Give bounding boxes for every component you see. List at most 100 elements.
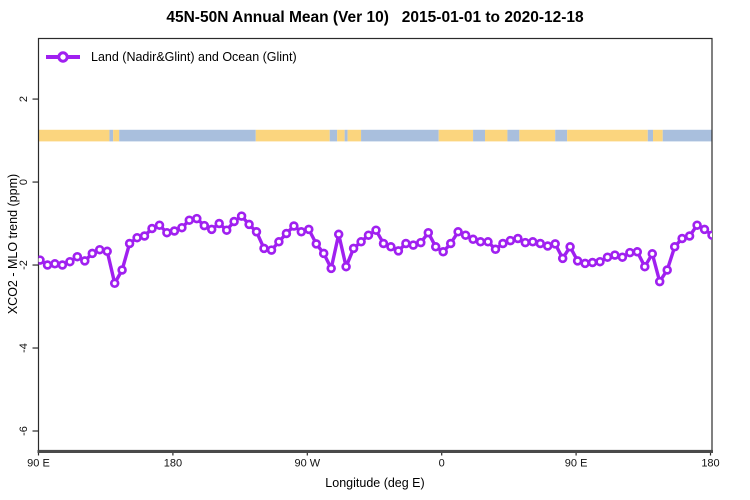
data-point	[692, 220, 702, 230]
y-tick-label: -4	[18, 343, 30, 353]
data-point	[42, 260, 53, 270]
data-point	[371, 225, 381, 235]
data-point	[401, 238, 411, 249]
data-point	[453, 227, 463, 237]
data-point	[520, 237, 531, 248]
data-point	[80, 256, 90, 266]
surface-band-segment-land	[519, 129, 556, 142]
surface-band-segment-land	[113, 129, 120, 142]
data-point	[565, 242, 575, 252]
data-point	[214, 218, 224, 229]
surface-band-segment-ocean	[361, 129, 439, 142]
data-point	[647, 249, 658, 259]
data-point	[244, 219, 254, 230]
data-point	[386, 242, 396, 252]
plot-frame	[37, 37, 713, 452]
data-point	[378, 238, 389, 249]
data-point	[483, 237, 493, 247]
data-point	[595, 256, 605, 267]
data-point	[318, 248, 329, 259]
data-point	[498, 238, 508, 249]
data-point	[102, 246, 112, 257]
data-point	[236, 211, 247, 221]
data-point	[348, 243, 359, 254]
surface-band-segment-land	[255, 129, 330, 142]
data-point	[199, 220, 210, 231]
data-point	[528, 237, 538, 247]
x-tick-label: 0	[439, 458, 445, 470]
data-point	[535, 238, 546, 249]
data-point	[557, 253, 568, 264]
surface-band-segment-land	[653, 129, 663, 142]
surface-band-segment-ocean	[329, 129, 338, 142]
data-point	[274, 237, 284, 247]
data-point	[490, 244, 501, 255]
data-point	[438, 247, 448, 257]
surface-band-segment-land	[567, 129, 648, 142]
data-point	[602, 252, 613, 262]
data-point	[109, 278, 120, 289]
data-point	[326, 263, 336, 274]
x-tick-label: 180	[164, 458, 182, 470]
surface-band-segment-ocean	[555, 129, 568, 142]
data-point	[356, 237, 366, 247]
surface-band-segment-land	[438, 129, 474, 142]
data-point	[139, 231, 150, 241]
legend-label: Land (Nadir&Glint) and Ocean (Glint)	[91, 50, 297, 64]
data-point	[662, 265, 672, 275]
data-point	[65, 256, 75, 267]
data-point	[333, 229, 344, 240]
data-point	[416, 237, 426, 248]
data-point	[430, 242, 441, 252]
data-point	[259, 243, 269, 254]
data-point	[542, 241, 553, 251]
data-point	[192, 213, 202, 224]
data-point	[132, 232, 142, 243]
data-point	[707, 230, 712, 240]
data-point	[229, 216, 239, 227]
data-point	[580, 258, 590, 269]
surface-band-segment-ocean	[119, 129, 256, 142]
y-tick-label: 2	[18, 96, 30, 102]
legend: Land (Nadir&Glint) and Ocean (Glint)	[44, 50, 297, 64]
data-point	[177, 222, 187, 233]
data-point	[699, 224, 710, 235]
data-point	[304, 224, 314, 235]
data-point	[94, 244, 105, 255]
surface-band-segment-ocean	[507, 129, 520, 142]
data-point	[221, 225, 232, 235]
data-point	[206, 224, 217, 235]
data-point	[468, 234, 478, 245]
data-point	[311, 239, 322, 249]
data-point	[117, 265, 127, 275]
data-point	[251, 227, 262, 237]
data-point	[289, 221, 299, 231]
data-point	[610, 250, 620, 260]
chart-title: 45N-50N Annual Mean (Ver 10) 2015-01-01 …	[166, 9, 584, 26]
data-point	[408, 240, 419, 250]
y-tick-label: -2	[18, 260, 30, 270]
surface-band-segment-land	[337, 129, 345, 142]
y-axis-label: XCO2 - MLO trend (ppm)	[6, 173, 20, 315]
data-point	[281, 228, 292, 239]
data-point	[587, 257, 598, 268]
data-point	[632, 247, 643, 257]
data-point	[640, 261, 650, 272]
data-point	[393, 246, 404, 256]
surface-band-segment-ocean	[473, 129, 486, 142]
surface-band-segment-ocean	[662, 129, 712, 142]
data-point	[677, 233, 687, 244]
surface-band-segment-land	[347, 129, 362, 142]
data-point	[363, 230, 374, 240]
data-point	[57, 260, 68, 270]
surface-band-segment-ocean	[344, 129, 348, 142]
x-tick-label: 90 W	[294, 458, 320, 470]
x-axis-label: Longitude (deg E)	[325, 476, 425, 490]
data-point	[87, 248, 98, 259]
data-point	[124, 238, 135, 249]
surface-band-segment-ocean	[647, 129, 654, 142]
data-point	[38, 255, 45, 265]
data-point	[550, 239, 560, 249]
surface-band-segment-land	[485, 129, 508, 142]
data-point	[296, 227, 307, 237]
